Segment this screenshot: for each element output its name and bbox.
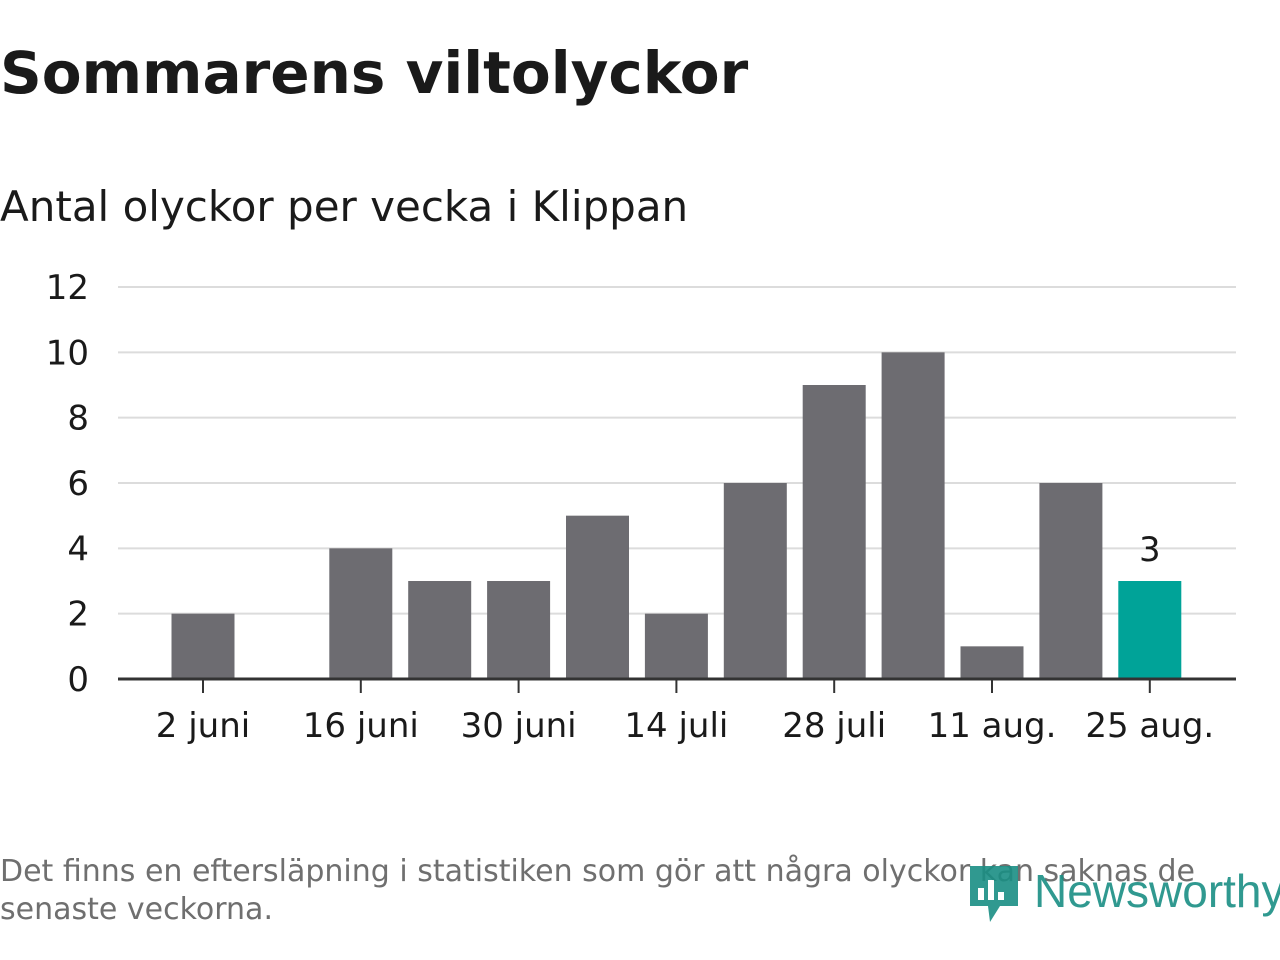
bar-16-juni xyxy=(329,548,393,679)
x-axis-ticks: 2 juni 16 juni 30 juni 14 juli 28 juli 11 aug… xyxy=(156,679,1214,746)
y-tick-label: 12 xyxy=(46,268,89,308)
data-labels: 3 xyxy=(1139,530,1161,570)
x-tick-label: 30 juni xyxy=(461,706,577,746)
y-tick-label: 8 xyxy=(67,399,89,439)
bar-11-aug xyxy=(960,646,1024,679)
newsworthy-logo-icon xyxy=(970,866,1018,922)
bar-7-juli xyxy=(566,515,629,679)
bar-14-juli xyxy=(644,613,708,679)
y-tick-label: 6 xyxy=(67,464,89,504)
bars xyxy=(171,352,1182,679)
chart-title: Sommarens viltolyckor xyxy=(0,39,749,107)
y-tick-label: 0 xyxy=(67,660,89,700)
y-tick-label: 2 xyxy=(67,595,89,635)
y-axis-labels: 0 2 4 6 8 10 12 xyxy=(46,268,89,700)
bar-4-aug xyxy=(881,352,945,679)
newsworthy-logo-text: Newsworthy xyxy=(1034,865,1280,917)
x-tick-label: 11 aug. xyxy=(928,706,1057,746)
newsworthy-logo: Newsworthy xyxy=(962,858,1280,930)
data-label: 3 xyxy=(1139,530,1161,570)
chart-subtitle: Antal olyckor per vecka i Klippan xyxy=(0,182,689,231)
y-tick-label: 10 xyxy=(46,333,89,373)
y-tick-label: 4 xyxy=(67,529,89,569)
bar-23-juni xyxy=(408,581,472,679)
x-tick-label: 25 aug. xyxy=(1085,706,1214,746)
bar-28-juli xyxy=(802,385,866,679)
bar-18-aug xyxy=(1039,483,1103,679)
x-tick-label: 2 juni xyxy=(156,706,250,746)
bar-2-juni xyxy=(171,613,235,679)
bar-25-aug xyxy=(1118,581,1182,679)
bar-21-juli xyxy=(723,483,787,679)
bar-30-juni xyxy=(487,581,551,679)
x-tick-label: 28 juli xyxy=(782,706,886,746)
x-tick-label: 14 juli xyxy=(624,706,728,746)
x-tick-label: 16 juni xyxy=(303,706,419,746)
